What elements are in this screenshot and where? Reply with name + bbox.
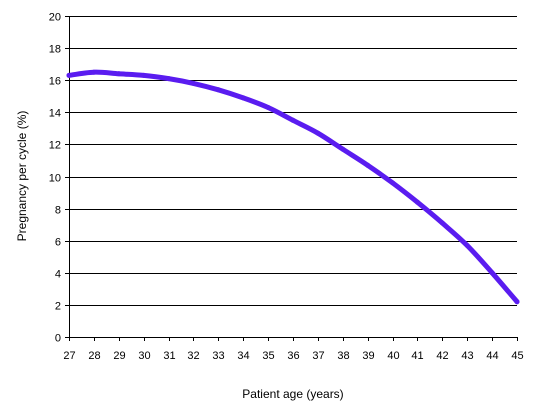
gridlines bbox=[65, 16, 518, 341]
series-line-0 bbox=[66, 69, 520, 305]
y-tick-label-6: 6 bbox=[55, 237, 61, 249]
x-tick-label-40: 40 bbox=[387, 350, 399, 362]
x-tick-label-33: 33 bbox=[212, 350, 224, 362]
data-point-29 bbox=[116, 71, 122, 77]
y-tick-label-12: 12 bbox=[49, 140, 61, 152]
y-tick-label-20: 20 bbox=[49, 12, 61, 24]
x-tick-label-29: 29 bbox=[113, 350, 125, 362]
x-tick-label-28: 28 bbox=[88, 350, 100, 362]
data-point-39 bbox=[365, 162, 371, 168]
x-tick-label-39: 39 bbox=[362, 350, 374, 362]
y-tick-labels: 0 2 4 6 8 10 12 14 16 18 20 bbox=[49, 12, 61, 345]
x-tick-label-34: 34 bbox=[237, 350, 249, 362]
x-tick-label-44: 44 bbox=[486, 350, 498, 362]
data-point-45 bbox=[514, 299, 520, 305]
y-tick-label-0: 0 bbox=[55, 333, 61, 345]
data-point-32 bbox=[190, 80, 196, 86]
data-point-37 bbox=[315, 130, 321, 136]
x-axis-title: Patient age (years) bbox=[242, 387, 343, 401]
data-point-38 bbox=[340, 146, 346, 152]
data-point-35 bbox=[265, 105, 271, 110]
y-axis-title: Pregnancy per cycle (%) bbox=[15, 111, 29, 242]
x-tick-label-35: 35 bbox=[262, 350, 274, 362]
x-tick-labels: 27 28 29 30 31 32 33 34 35 36 37 38 39 40 41 42 43 44 45 bbox=[63, 350, 523, 362]
x-tick-label-42: 42 bbox=[436, 350, 448, 362]
data-point-28 bbox=[91, 69, 97, 75]
data-point-30 bbox=[141, 72, 147, 78]
data-point-41 bbox=[414, 199, 420, 205]
x-tick-label-30: 30 bbox=[138, 350, 150, 362]
x-tick-label-27: 27 bbox=[63, 350, 75, 362]
data-point-34 bbox=[240, 95, 246, 101]
x-tick-label-45: 45 bbox=[511, 350, 523, 362]
y-tick-label-4: 4 bbox=[55, 269, 61, 281]
y-tick-label-14: 14 bbox=[49, 108, 61, 120]
x-tick-label-43: 43 bbox=[461, 350, 473, 362]
data-point-33 bbox=[215, 87, 221, 93]
x-tick-label-36: 36 bbox=[287, 350, 299, 362]
x-tick-label-31: 31 bbox=[163, 350, 175, 362]
series-layer bbox=[66, 69, 520, 305]
x-tick-label-37: 37 bbox=[312, 350, 324, 362]
data-point-36 bbox=[290, 117, 296, 123]
data-point-44 bbox=[489, 270, 495, 276]
data-point-43 bbox=[464, 243, 470, 248]
y-tick-label-2: 2 bbox=[55, 301, 61, 313]
y-tick-label-18: 18 bbox=[49, 44, 61, 56]
x-tick-label-32: 32 bbox=[187, 350, 199, 362]
data-point-40 bbox=[390, 180, 396, 186]
y-tick-label-10: 10 bbox=[49, 173, 61, 185]
x-tick-label-41: 41 bbox=[411, 350, 423, 362]
y-tick-label-16: 16 bbox=[49, 76, 61, 88]
y-tick-label-8: 8 bbox=[55, 205, 61, 217]
data-point-42 bbox=[439, 220, 445, 226]
data-point-31 bbox=[166, 76, 172, 82]
data-point-27 bbox=[66, 72, 72, 78]
x-tick-label-38: 38 bbox=[337, 350, 349, 362]
